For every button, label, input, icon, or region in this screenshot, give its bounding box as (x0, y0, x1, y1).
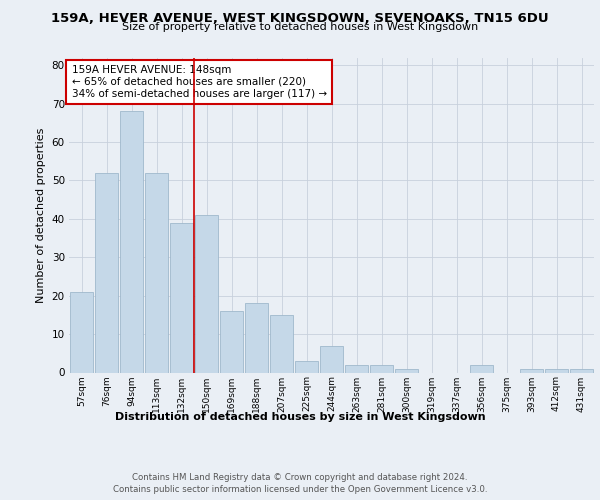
Text: 159A, HEVER AVENUE, WEST KINGSDOWN, SEVENOAKS, TN15 6DU: 159A, HEVER AVENUE, WEST KINGSDOWN, SEVE… (51, 12, 549, 26)
Bar (170, 222, 193, 372)
Bar (295, 361, 318, 372)
Bar (395, 368, 418, 372)
Bar (545, 368, 568, 372)
Bar (195, 215, 218, 372)
Text: Size of property relative to detached houses in West Kingsdown: Size of property relative to detached ho… (122, 22, 478, 32)
Bar (370, 365, 393, 372)
Bar (145, 172, 168, 372)
Text: Contains HM Land Registry data © Crown copyright and database right 2024.: Contains HM Land Registry data © Crown c… (132, 472, 468, 482)
Bar (345, 365, 368, 372)
Bar (120, 112, 143, 372)
Text: 159A HEVER AVENUE: 148sqm
← 65% of detached houses are smaller (220)
34% of semi: 159A HEVER AVENUE: 148sqm ← 65% of detac… (71, 66, 327, 98)
Text: Distribution of detached houses by size in West Kingsdown: Distribution of detached houses by size … (115, 412, 485, 422)
Bar (95, 172, 118, 372)
Bar (570, 368, 593, 372)
Text: Contains public sector information licensed under the Open Government Licence v3: Contains public sector information licen… (113, 485, 487, 494)
Bar (70, 292, 93, 372)
Bar (245, 304, 268, 372)
Bar (320, 346, 343, 372)
Bar (470, 365, 493, 372)
Bar (220, 311, 243, 372)
Bar (520, 368, 543, 372)
Bar (270, 315, 293, 372)
Y-axis label: Number of detached properties: Number of detached properties (36, 128, 46, 302)
